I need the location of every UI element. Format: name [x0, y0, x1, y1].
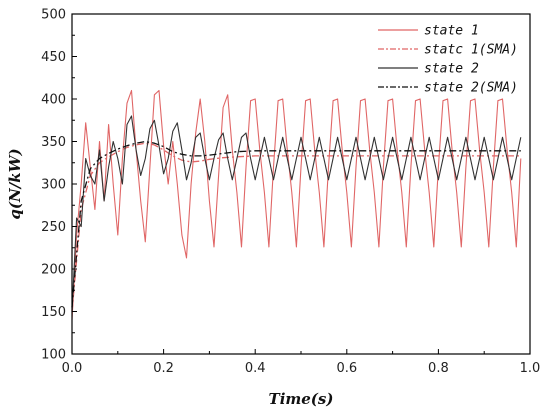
- x-axis-title: Time(s): [269, 390, 334, 408]
- x-tick-label: 0.4: [245, 361, 266, 376]
- series-line-2: [71, 142, 521, 312]
- legend-label: state 2: [424, 62, 479, 77]
- y-tick-label: 150: [41, 305, 66, 320]
- x-tick-label: 0.0: [62, 361, 83, 376]
- y-tick-label: 500: [41, 8, 66, 23]
- legend-label: state 1: [424, 24, 479, 39]
- axes: 100 150 200 250 300 350 400 450 500 0.0 0.2 0.4 0.6 0…: [41, 8, 540, 377]
- legend-label: statc 1(SMA): [424, 43, 518, 58]
- legend: state 1 statc 1(SMA) state 2 state 2(SMA): [378, 24, 518, 96]
- y-tick-label: 100: [41, 348, 66, 363]
- series-line-3: [71, 115, 522, 312]
- x-tick-label: 0.8: [428, 361, 449, 376]
- legend-label: state 2(SMA): [424, 81, 518, 96]
- x-tick-label: 0.6: [336, 361, 357, 376]
- y-tick-label: 450: [41, 50, 66, 65]
- y-tick-label: 200: [41, 263, 66, 278]
- x-tick-label: 1.0: [520, 361, 541, 376]
- series-line-4: [71, 140, 521, 308]
- y-tick-label: 250: [41, 220, 66, 235]
- y-tick-label: 350: [41, 135, 66, 150]
- series-line-1: [71, 89, 522, 321]
- y-axis-title: q(N/kW): [6, 148, 24, 219]
- plot-series: [71, 89, 522, 321]
- y-tick-label: 400: [41, 93, 66, 108]
- x-tick-label: 0.2: [153, 361, 174, 376]
- y-tick-label: 300: [41, 178, 66, 193]
